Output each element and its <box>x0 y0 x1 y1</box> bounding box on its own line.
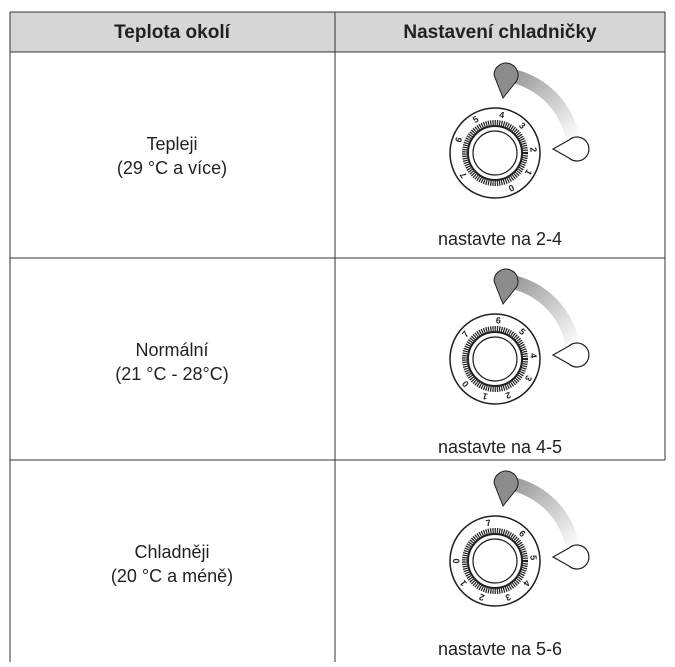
dial-digit: 4 <box>521 578 532 588</box>
dial-digit: 2 <box>528 147 538 153</box>
dial-digit: 7 <box>458 170 469 180</box>
dial: 01 2 3 4 5 6 7 <box>449 268 590 405</box>
dial-pointer <box>551 544 590 570</box>
dial-pointer <box>493 62 519 99</box>
dial-digit: 3 <box>517 120 528 131</box>
ambient-range: (29 °C a více) <box>117 158 227 178</box>
header-cell: Teplota okolí <box>114 22 230 43</box>
dial-band <box>501 273 580 345</box>
dial-knob <box>472 336 518 382</box>
dial-digit: 3 <box>523 374 534 383</box>
setting-label: nastavte na 4-5 <box>438 437 562 457</box>
dial-digit: 5 <box>471 114 480 125</box>
dial-knurl <box>462 528 528 594</box>
ambient-label: Normální <box>135 340 208 360</box>
dial-digit: 4 <box>528 353 538 359</box>
dial-digit: 0 <box>460 379 471 389</box>
dial-pointer <box>493 268 519 305</box>
dial-pointer <box>551 136 590 162</box>
dial-digit: 4 <box>498 110 505 121</box>
dial-digit: 5 <box>517 326 528 337</box>
ambient-range: (20 °C a méně) <box>111 566 233 586</box>
dial-digit: 6 <box>453 136 464 144</box>
dial-digit: 1 <box>481 391 488 402</box>
dial-band <box>501 475 580 547</box>
dial-digit: 1 <box>523 168 534 177</box>
dial-pointer <box>551 342 590 368</box>
dial-digit: 7 <box>485 518 492 529</box>
header-bg <box>10 12 665 52</box>
dial-digit: 6 <box>517 528 528 539</box>
dial-digit: 0 <box>507 182 516 193</box>
ambient-range: (21 °C - 28°C) <box>115 364 228 384</box>
header-cell: Nastavení chladničky <box>403 22 597 43</box>
dial-digit: 1 <box>458 578 469 588</box>
dial-digit: 7 <box>460 329 471 339</box>
dial-digit: 0 <box>451 558 461 563</box>
ambient-label: Chladněji <box>134 542 209 562</box>
dial-knurl <box>462 120 528 186</box>
dial-digit: 2 <box>478 592 486 603</box>
ambient-label: Tepleji <box>146 134 197 154</box>
setting-label: nastavte na 2-4 <box>438 229 562 249</box>
dial-knob <box>472 130 518 176</box>
setting-label: nastavte na 5-6 <box>438 639 562 659</box>
dial-digit: 2 <box>504 390 512 401</box>
dial-digit: 6 <box>495 315 501 325</box>
dial-digit: 5 <box>528 555 538 561</box>
dial: 01 2 3 4 5 6 7 <box>449 62 590 199</box>
dial-knurl <box>462 326 528 392</box>
grid <box>9 11 666 662</box>
dial-digit: 3 <box>504 592 512 603</box>
dial-pointer <box>493 470 519 507</box>
dial-band <box>501 67 580 139</box>
dial-knob <box>472 538 518 584</box>
